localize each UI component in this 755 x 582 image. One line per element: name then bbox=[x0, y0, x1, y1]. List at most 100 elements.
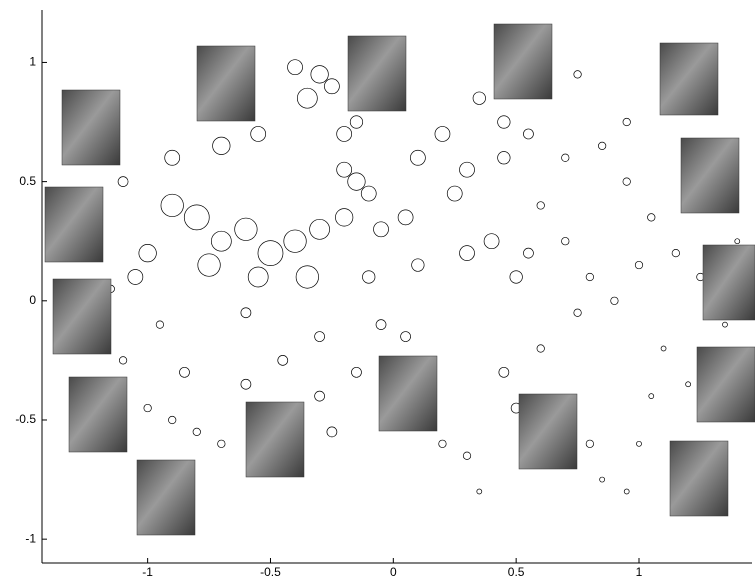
chart: -1-0.500.51-1-0.500.51 bbox=[0, 0, 755, 577]
point bbox=[213, 137, 231, 155]
point bbox=[623, 178, 631, 186]
point bbox=[410, 150, 425, 165]
point bbox=[144, 404, 152, 412]
point bbox=[574, 309, 582, 317]
point bbox=[398, 210, 413, 225]
point bbox=[376, 320, 386, 330]
point bbox=[523, 129, 533, 139]
point bbox=[523, 248, 533, 258]
point bbox=[139, 244, 157, 262]
point bbox=[327, 427, 337, 437]
face-image bbox=[703, 245, 755, 320]
point bbox=[315, 391, 325, 401]
point bbox=[648, 214, 656, 222]
point bbox=[686, 382, 691, 387]
point bbox=[348, 173, 366, 191]
point bbox=[296, 266, 319, 289]
x-tick-label: 1 bbox=[636, 565, 643, 577]
face-image bbox=[62, 90, 120, 165]
point bbox=[624, 489, 629, 494]
face-image bbox=[45, 187, 103, 262]
point bbox=[463, 452, 471, 460]
point bbox=[361, 186, 376, 201]
point bbox=[484, 234, 499, 249]
point bbox=[119, 357, 127, 365]
face-image bbox=[137, 460, 195, 535]
point bbox=[235, 218, 258, 241]
point bbox=[374, 222, 389, 237]
point bbox=[258, 241, 283, 266]
x-tick-label: 0 bbox=[390, 565, 397, 577]
point bbox=[278, 355, 288, 365]
point bbox=[460, 162, 475, 177]
point bbox=[499, 367, 509, 377]
point bbox=[156, 321, 164, 329]
point bbox=[473, 92, 486, 105]
point bbox=[477, 489, 482, 494]
x-tick-label: 0.5 bbox=[508, 565, 525, 577]
x-tick-label: -1 bbox=[142, 565, 153, 577]
point bbox=[412, 259, 425, 272]
point bbox=[735, 239, 740, 244]
point bbox=[218, 440, 226, 448]
point bbox=[435, 126, 450, 141]
face-image bbox=[494, 24, 552, 99]
y-tick-label: -0.5 bbox=[15, 412, 36, 426]
point bbox=[310, 219, 330, 239]
point bbox=[562, 237, 570, 245]
y-tick-label: 0.5 bbox=[19, 174, 36, 188]
point bbox=[251, 126, 266, 141]
face-image bbox=[681, 138, 739, 213]
point bbox=[337, 126, 352, 141]
face-image bbox=[519, 394, 577, 469]
point bbox=[315, 332, 325, 342]
face-image bbox=[660, 43, 718, 115]
point bbox=[537, 345, 545, 353]
point bbox=[350, 116, 363, 129]
point bbox=[623, 118, 631, 126]
point bbox=[598, 142, 606, 150]
y-tick-label: 1 bbox=[29, 55, 36, 69]
face-image bbox=[697, 347, 755, 422]
point bbox=[335, 209, 353, 227]
point bbox=[586, 273, 594, 281]
point bbox=[537, 202, 545, 210]
point bbox=[635, 261, 643, 269]
face-thumbnails bbox=[45, 24, 755, 535]
point bbox=[297, 88, 317, 108]
point bbox=[586, 440, 594, 448]
face-image bbox=[670, 441, 728, 516]
point bbox=[311, 66, 329, 84]
point bbox=[351, 367, 361, 377]
face-image bbox=[246, 402, 304, 477]
point bbox=[510, 271, 523, 284]
point bbox=[600, 477, 605, 482]
point bbox=[184, 205, 209, 230]
point bbox=[672, 249, 680, 257]
point bbox=[498, 116, 511, 129]
point bbox=[649, 394, 654, 399]
point bbox=[460, 246, 475, 261]
point bbox=[284, 230, 307, 253]
point bbox=[179, 367, 189, 377]
face-image bbox=[69, 377, 127, 452]
point bbox=[611, 297, 619, 305]
point bbox=[574, 71, 582, 79]
face-image bbox=[53, 279, 111, 354]
face-image bbox=[197, 46, 255, 121]
point bbox=[562, 154, 570, 162]
point bbox=[241, 308, 251, 318]
point bbox=[288, 60, 303, 75]
y-tick-label: -1 bbox=[25, 531, 36, 545]
point bbox=[193, 428, 201, 436]
point bbox=[128, 269, 143, 284]
point bbox=[636, 441, 641, 446]
point bbox=[362, 271, 375, 284]
point bbox=[161, 194, 184, 217]
point bbox=[168, 416, 176, 424]
x-tick-label: -0.5 bbox=[260, 565, 281, 577]
point bbox=[241, 379, 251, 389]
point bbox=[165, 150, 180, 165]
point bbox=[324, 79, 339, 94]
face-image bbox=[379, 356, 437, 431]
